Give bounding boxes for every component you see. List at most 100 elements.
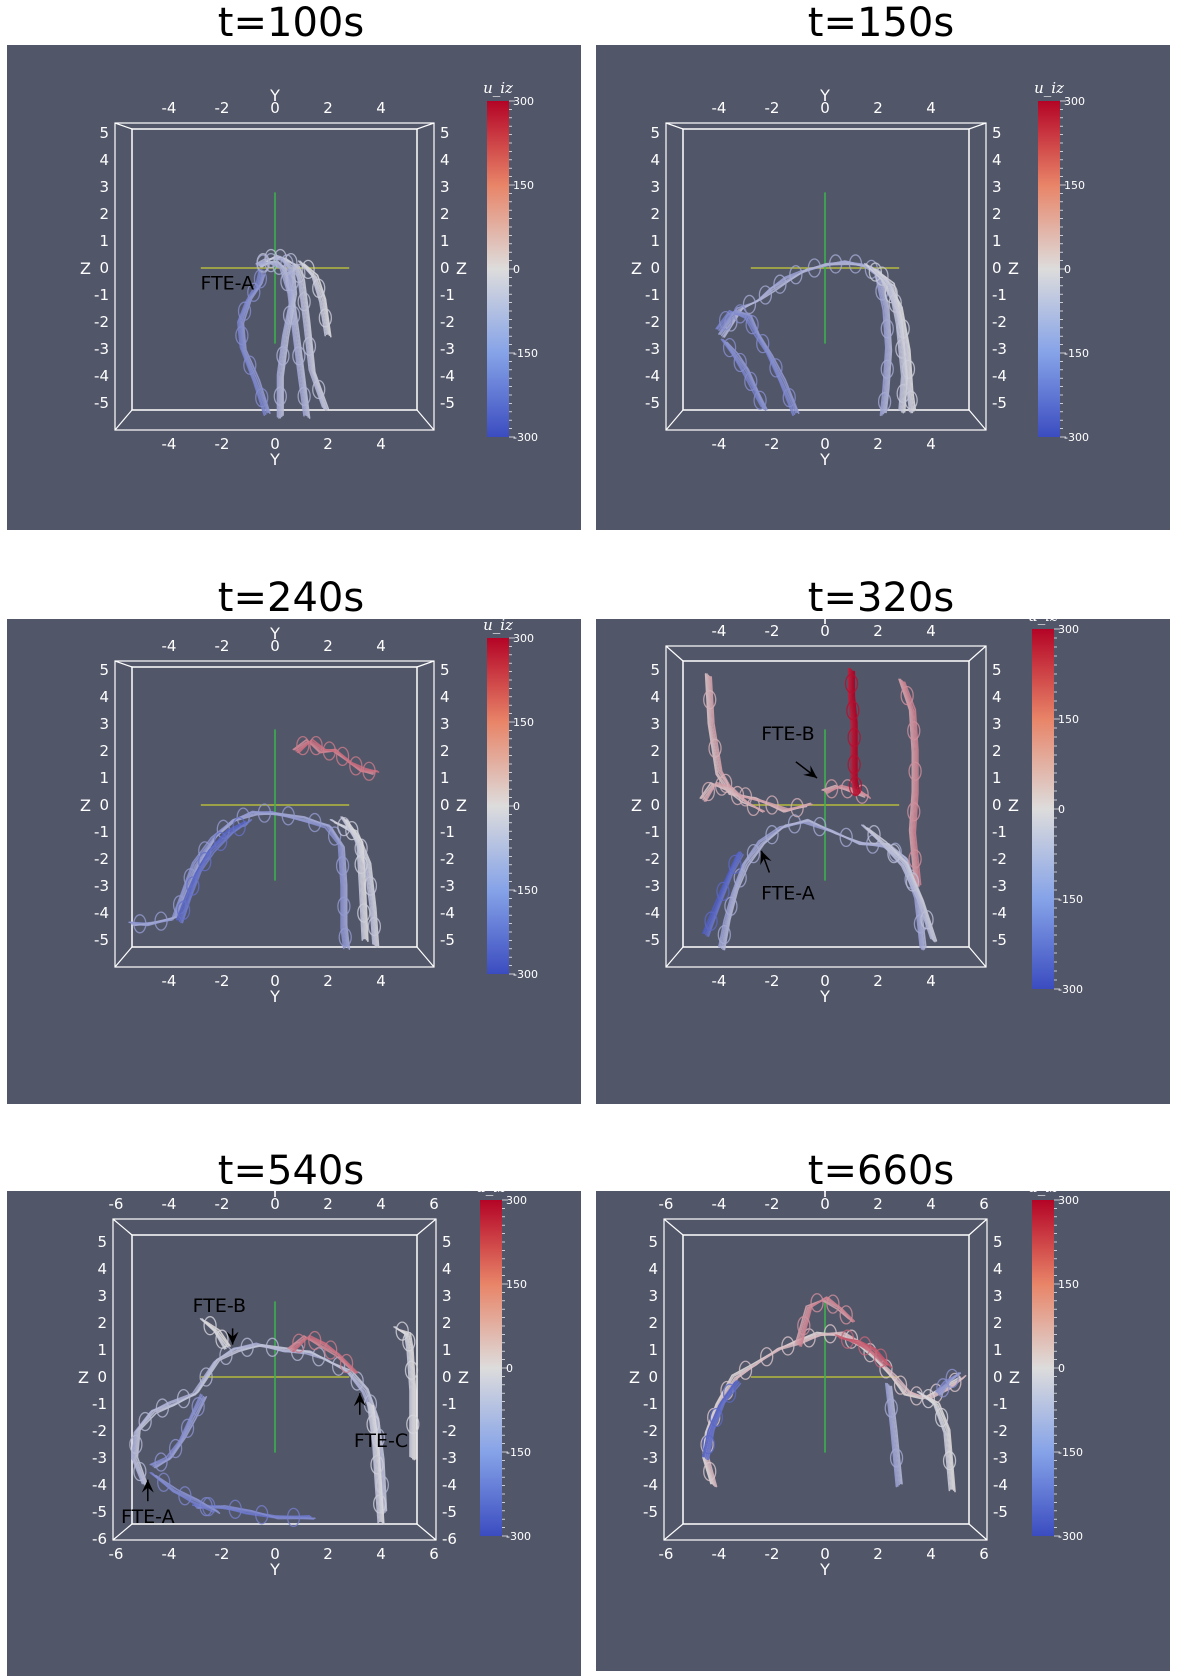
field-line: [280, 260, 296, 418]
colorbar-tick-label: 150: [513, 179, 534, 192]
field-line-coil: [345, 820, 359, 841]
field-line-coil: [138, 1411, 152, 1432]
field-line-coil: [406, 1414, 420, 1434]
tick-label-bottom: 0: [270, 1545, 280, 1563]
field-line-coil: [312, 379, 326, 400]
field-line-coil: [848, 254, 863, 274]
tick-label-bottom: 0: [820, 972, 830, 990]
field-line-coil: [366, 1414, 380, 1434]
tick-label-right: -1: [993, 1395, 1008, 1413]
field-line-coil: [285, 271, 299, 292]
colorbar: [1032, 1200, 1054, 1536]
field-line: [300, 261, 329, 335]
field-line-coil: [908, 761, 922, 781]
tick-label-right: 3: [993, 1287, 1003, 1305]
field-line-coil: [920, 910, 934, 930]
field-line: [916, 1390, 951, 1492]
field-line: [849, 667, 857, 797]
tick-label-left: -5: [645, 931, 660, 949]
colorbar-tick-label: -150: [506, 1446, 531, 1459]
colorbar: [1032, 629, 1054, 989]
colorbar-title: u_iz: [1028, 619, 1058, 625]
tick-label-right: -1: [442, 1395, 457, 1413]
field-line: [705, 851, 741, 936]
axis-label-left: Z: [631, 259, 642, 278]
axis-label-left: Z: [631, 796, 642, 815]
panel-svg: -4 -4 -2 -2 0 0 2 2 4 4 Y Y 5 5 4 4 3 3 2 2 1 1 0 0 -1 -1 -2 -2 -3 -3…: [631, 79, 1089, 469]
panel-svg: -4 -4 -2 -2 0 0 2 2 4 4 Y Y 5 5 4 4 3 3 2 2 1 1 0 0 -1 -1 -2 -2 -3 -3…: [80, 619, 538, 1006]
box-edge: [663, 1523, 684, 1541]
field-line-coil: [302, 336, 317, 356]
tick-label-right: -2: [993, 1422, 1008, 1440]
tick-label-left: -5: [643, 1503, 658, 1521]
field-line-coil: [349, 756, 363, 776]
box-edge: [665, 409, 684, 431]
tick-label-bottom: -2: [215, 972, 230, 990]
field-line: [722, 818, 926, 951]
tick-label-right: 1: [440, 769, 450, 787]
colorbar-title: u_iz: [483, 619, 513, 634]
axis-label-bottom: Y: [819, 450, 830, 469]
colorbar-tick-label: 0: [1064, 263, 1071, 276]
field-line-coil: [186, 876, 200, 896]
tick-label-left: 4: [650, 688, 660, 706]
tick-label-right: 0: [992, 259, 1002, 277]
tick-label-left: 4: [97, 1260, 107, 1278]
tick-label-left: -3: [94, 340, 109, 358]
tick-label-top: -2: [215, 99, 230, 117]
tick-label-left: 3: [650, 178, 660, 196]
tick-label-left: -5: [94, 931, 109, 949]
tick-label-top: -4: [162, 1195, 177, 1213]
field-line: [155, 1474, 221, 1514]
tick-label-top: -4: [712, 1195, 727, 1213]
field-line-coil: [264, 252, 278, 273]
field-line: [706, 1381, 740, 1461]
fte-arrow-head: [141, 1479, 154, 1493]
colorbar-tick-label: -300: [1058, 1530, 1083, 1543]
box-edge: [114, 660, 133, 668]
tick-label-right: 2: [440, 205, 450, 223]
field-line-coil: [203, 1316, 217, 1336]
tick-label-bottom: 0: [270, 435, 280, 453]
tick-label-right: -4: [992, 367, 1007, 385]
field-line-coil: [191, 1397, 205, 1417]
axis-label-top: Y: [269, 624, 280, 643]
field-line-coil: [813, 816, 827, 837]
tick-label-right: 5: [992, 124, 1002, 142]
outer-box: [663, 1218, 988, 1541]
field-line-coil: [701, 781, 716, 802]
field-line-coil: [338, 927, 352, 947]
field-line-coil: [807, 258, 822, 278]
tick-label-bottom: -2: [765, 1545, 780, 1563]
tick-label-left: -3: [92, 1449, 107, 1467]
tick-label-right: 2: [442, 1314, 452, 1332]
colorbar-tick-label: 0: [506, 1362, 513, 1375]
field-line-coil: [180, 1418, 195, 1438]
tick-label-left: 0: [99, 796, 109, 814]
tick-label-top: 4: [926, 622, 936, 640]
tick-label-left: 0: [650, 259, 660, 277]
tick-label-right: -4: [440, 367, 455, 385]
field-line-coil: [237, 301, 252, 321]
outer-box: [665, 645, 987, 968]
fte-label: FTE-A: [761, 883, 815, 905]
tick-label-top: 0: [270, 637, 280, 655]
tick-label-top: -6: [659, 1195, 674, 1213]
field-line-coil: [738, 1360, 753, 1380]
field-line-coil: [215, 1329, 229, 1349]
tick-label-left: -2: [645, 850, 660, 868]
field-line: [852, 670, 859, 795]
field-line-coil: [810, 1293, 824, 1313]
field-line-coil: [877, 391, 892, 412]
tick-label-top: -2: [215, 1195, 230, 1213]
field-line: [718, 821, 922, 949]
tick-label-top: 2: [873, 99, 883, 117]
field-line-coil: [782, 387, 796, 408]
panel-t660: -6 -6 -4 -4 -2 -2 0 0 2 2 4 4 6 6 Y Y 5 5 4 4 3 3 2 2 1 1 0 0 -1 -1 -2…: [596, 1191, 1170, 1671]
box-edge: [114, 409, 133, 431]
field-line: [840, 1337, 893, 1369]
field-line-coil: [893, 1375, 908, 1395]
field-line: [941, 1372, 962, 1396]
axis-label-right: Z: [1009, 1368, 1020, 1387]
